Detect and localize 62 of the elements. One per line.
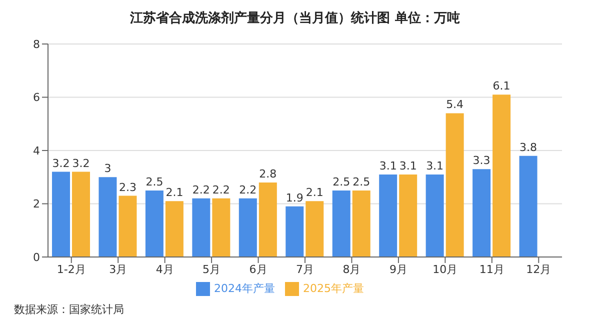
- bar: [332, 190, 350, 257]
- data-label: 5.4: [446, 98, 464, 112]
- bar: [399, 174, 418, 257]
- bar: [446, 113, 464, 257]
- x-tick-label: 10月: [432, 262, 458, 276]
- chart-title: 江苏省合成洗涤剂产量分月（当月值）统计图 单位：万吨: [129, 10, 461, 28]
- data-label: 3: [104, 162, 112, 176]
- y-tick-label: 2: [33, 198, 40, 211]
- bar: [118, 196, 137, 257]
- data-label: 2.8: [259, 167, 277, 180]
- bar: [492, 94, 511, 257]
- x-tick-label: 12月: [526, 262, 552, 276]
- x-tick-label: 3月: [109, 262, 128, 276]
- data-label: 2.3: [118, 180, 136, 194]
- data-label: 3.1: [399, 159, 417, 172]
- bar: [258, 182, 277, 257]
- x-tick-label: 7月: [296, 262, 314, 276]
- bar: [145, 190, 164, 257]
- bar: [519, 156, 538, 257]
- bar: [165, 201, 184, 257]
- x-tick-label: 5月: [202, 262, 221, 276]
- data-label: 2.2: [239, 183, 257, 196]
- bar: [286, 206, 304, 257]
- legend-label: 2024年产量: [214, 282, 275, 295]
- data-label: 2.5: [332, 175, 350, 188]
- data-label: 1.9: [286, 191, 304, 204]
- bar: [238, 198, 257, 257]
- x-tick-label: 8月: [342, 262, 361, 276]
- data-label: 3.1: [426, 159, 444, 172]
- data-label: 3.8: [520, 140, 538, 154]
- source-note: 数据来源：国家统计局: [14, 303, 124, 316]
- data-label: 2.5: [146, 175, 164, 188]
- data-label: 2.5: [352, 175, 370, 188]
- data-label: 2.2: [212, 183, 230, 196]
- bar: [98, 177, 117, 257]
- bar: [472, 169, 491, 257]
- bar: [192, 198, 210, 257]
- data-label: 3.2: [52, 156, 70, 170]
- x-tick-label: 4月: [156, 262, 174, 276]
- bar: [72, 172, 90, 257]
- x-tick-label: 1-2月: [56, 262, 86, 276]
- data-label: 3.1: [379, 159, 397, 172]
- x-tick-label: 9月: [389, 262, 408, 276]
- data-label: 6.1: [492, 80, 510, 93]
- data-label: 2.1: [306, 186, 324, 200]
- bar: [212, 198, 230, 257]
- bar: [426, 174, 444, 257]
- y-tick-label: 4: [33, 144, 40, 158]
- y-tick-label: 6: [33, 91, 40, 104]
- data-label: 2.1: [166, 186, 184, 200]
- x-tick-label: 11月: [479, 262, 504, 276]
- bar: [52, 172, 70, 257]
- bar: [379, 174, 398, 257]
- data-label: 3.3: [472, 154, 490, 168]
- y-tick-label: 0: [33, 250, 40, 264]
- data-label: 2.2: [192, 183, 210, 196]
- bar: [306, 201, 324, 257]
- legend-label: 2025年产量: [303, 282, 364, 295]
- y-tick-label: 8: [33, 38, 40, 51]
- bar: [352, 190, 370, 257]
- x-tick-label: 6月: [249, 262, 268, 276]
- data-label: 3.2: [72, 156, 90, 170]
